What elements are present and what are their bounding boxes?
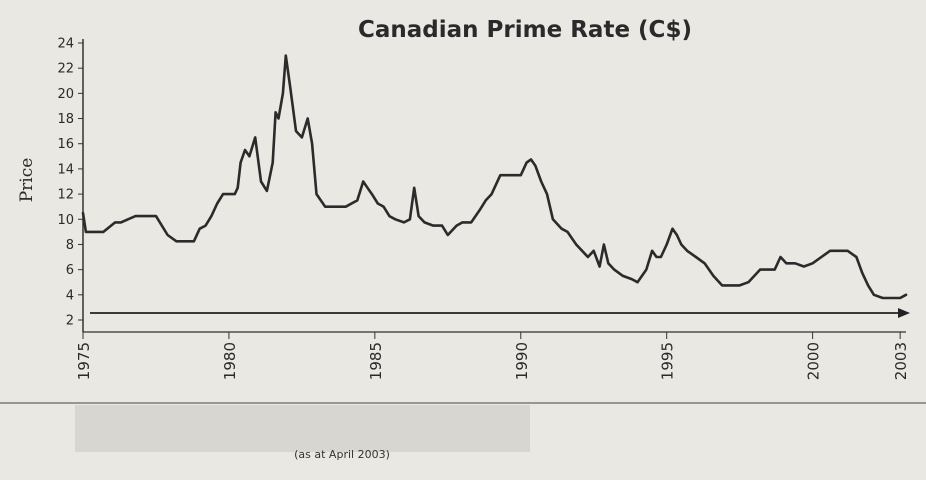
y-tick-label: 18 (57, 112, 74, 127)
note-text: (as at April 2003) (294, 448, 390, 461)
y-tick-label: 20 (57, 87, 74, 102)
y-tick-label: 8 (66, 238, 74, 253)
y-tick-label: 6 (66, 263, 74, 278)
trend-arrow-head (898, 308, 910, 318)
x-tick-label: 1995 (659, 342, 677, 380)
y-tick-label: 22 (57, 62, 74, 77)
x-tick-label: 1975 (75, 342, 93, 380)
chart-title: Canadian Prime Rate (C$) (358, 17, 692, 43)
prime-rate-line (81, 54, 908, 300)
x-tick-label: 2003 (892, 342, 910, 380)
y-tick-label: 14 (57, 162, 74, 177)
y-tick-label: 4 (66, 288, 74, 303)
y-tick-label: 2 (66, 314, 74, 329)
y-tick-label: 16 (57, 137, 74, 152)
x-tick-label: 2000 (805, 342, 823, 380)
y-tick-label: 24 (57, 37, 74, 52)
y-axis-label: Price (17, 158, 37, 203)
x-tick-label: 1990 (513, 342, 531, 380)
x-tick-label: 1985 (367, 342, 385, 380)
data-series (81, 54, 908, 300)
y-tick-label: 10 (57, 213, 74, 228)
note-box (75, 405, 530, 452)
x-tick-label: 1980 (221, 342, 239, 380)
y-tick-label: 12 (57, 188, 74, 203)
